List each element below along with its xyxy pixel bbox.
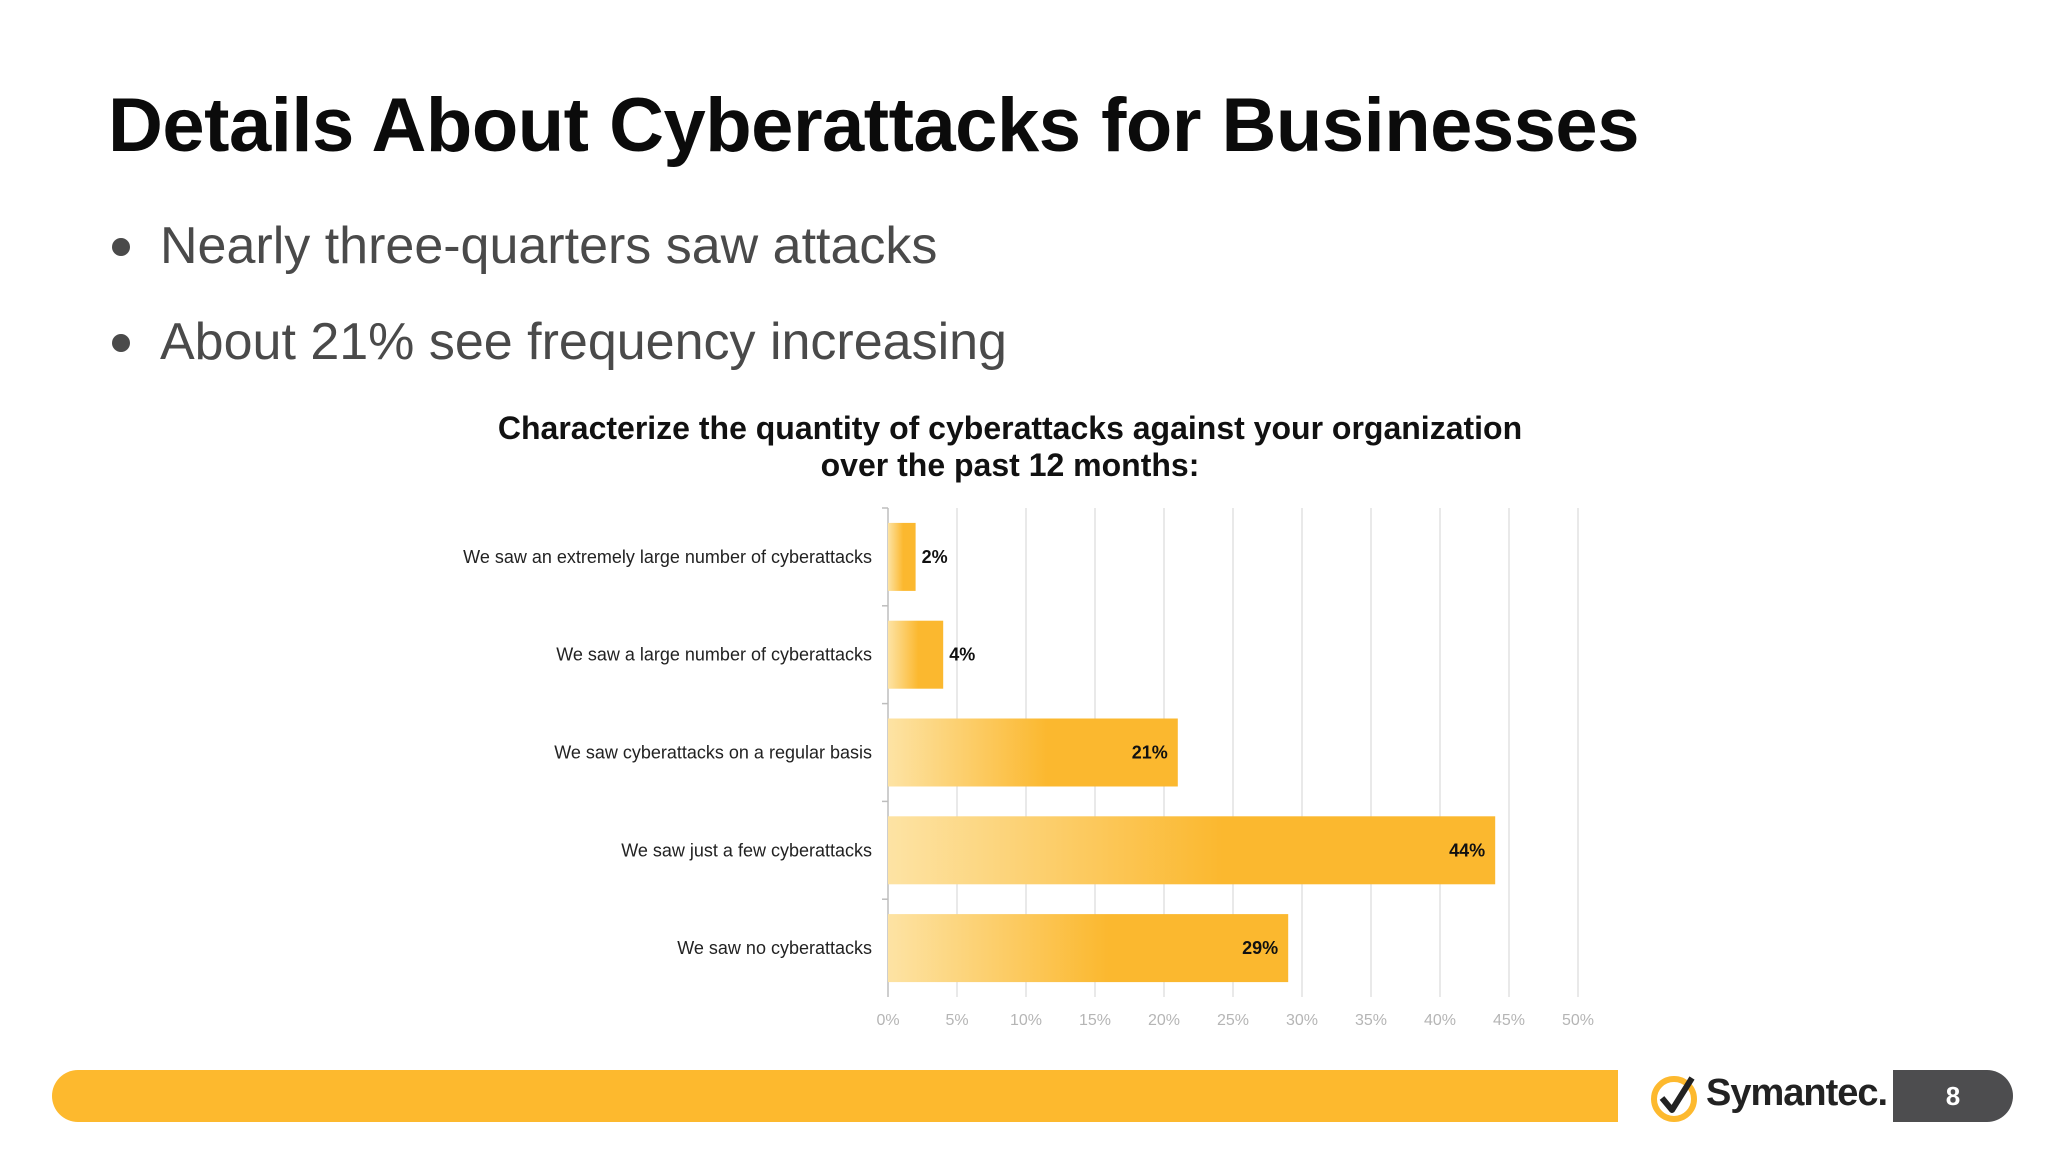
category-label: We saw no cyberattacks xyxy=(677,938,872,958)
value-label: 44% xyxy=(1449,840,1485,860)
x-tick-label: 10% xyxy=(1010,1012,1042,1029)
bar xyxy=(888,522,916,591)
logo-text: Symantec. xyxy=(1706,1072,1888,1114)
bar-chart: 0% 5% 10% 15% 20% 25% 30% 35% 40% 45% 50% We saw an… xyxy=(463,507,1594,1029)
labels: 0% 5% 10% 15% 20% 25% 30% 35% 40% 45% 50% We saw an… xyxy=(463,547,1594,1029)
x-tick-label: 25% xyxy=(1217,1012,1249,1029)
bars xyxy=(888,522,1496,983)
page-number: 8 xyxy=(1893,1070,2013,1122)
x-tick-label: 15% xyxy=(1079,1012,1111,1029)
category-label: We saw a large number of cyberattacks xyxy=(556,645,872,665)
slide-title: Details About Cyberattacks for Businesse… xyxy=(108,83,1639,168)
x-tick-label: 45% xyxy=(1493,1012,1525,1029)
footer-bar xyxy=(52,1070,1618,1122)
bar xyxy=(888,816,1496,885)
x-tick-label: 0% xyxy=(876,1012,899,1029)
x-tick-label: 20% xyxy=(1148,1012,1180,1029)
value-label: 2% xyxy=(922,547,948,567)
x-tick-label: 40% xyxy=(1424,1012,1456,1029)
x-tick-label: 30% xyxy=(1286,1012,1318,1029)
bar xyxy=(888,914,1289,983)
bar xyxy=(888,620,944,689)
chart-title: Characterize the quantity of cyberattack… xyxy=(497,410,1523,483)
x-tick-label: 50% xyxy=(1562,1012,1594,1029)
symantec-logo: Symantec. xyxy=(1650,1066,1888,1128)
value-label: 4% xyxy=(949,645,975,665)
x-tick-label: 5% xyxy=(945,1012,968,1029)
bar xyxy=(888,718,1178,787)
category-label: We saw an extremely large number of cybe… xyxy=(463,547,872,567)
bullet-item: About 21% see frequency increasing xyxy=(108,306,1007,402)
value-label: 21% xyxy=(1132,743,1168,763)
category-label: We saw just a few cyberattacks xyxy=(621,840,872,860)
x-tick-label: 35% xyxy=(1355,1012,1387,1029)
bullet-list: Nearly three-quarters saw attacks About … xyxy=(108,210,1007,402)
checkmark-logo-icon xyxy=(1651,1076,1697,1122)
bullet-item: Nearly three-quarters saw attacks xyxy=(108,210,1007,306)
category-label: We saw cyberattacks on a regular basis xyxy=(554,743,872,763)
value-label: 29% xyxy=(1242,938,1278,958)
